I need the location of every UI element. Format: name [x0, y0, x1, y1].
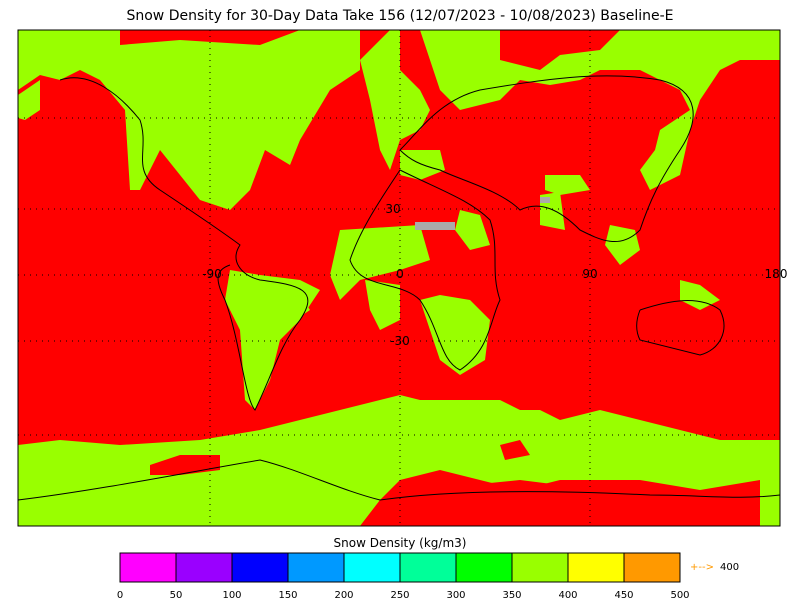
colorbar-tick-label: 300 [446, 590, 465, 600]
graticule [18, 30, 780, 526]
lat-label: -30 [390, 334, 410, 348]
green-areas [18, 30, 780, 526]
no-data-patch [540, 197, 550, 203]
colorbar-segment [120, 553, 176, 582]
red-patches [150, 440, 760, 526]
lon-label: -90 [202, 267, 222, 281]
overflow-value: 400 [720, 562, 739, 573]
colorbar-tick-label: 150 [278, 590, 297, 600]
colorbar-label: Snow Density (kg/m3) [334, 536, 467, 550]
colorbar-segment [232, 553, 288, 582]
colorbar-segment [344, 553, 400, 582]
colorbar-segment [176, 553, 232, 582]
title: Snow Density for 30-Day Data Take 156 (1… [126, 8, 673, 24]
lon-label: 90 [582, 267, 597, 281]
colorbar-tick-label: 0 [117, 590, 123, 600]
colorbar-segment [456, 553, 512, 582]
coastlines [17, 75, 781, 501]
colorbar-segment [512, 553, 568, 582]
colorbar-segment [288, 553, 344, 582]
colorbar-tick-label: 250 [390, 590, 409, 600]
colorbar-segment [400, 553, 456, 582]
colorbar-segment [568, 553, 624, 582]
lat-label: 30 [385, 202, 400, 216]
grid-labels: 30 -90 0 90 180 -30 [202, 202, 787, 348]
colorbar-tick-label: 450 [614, 590, 633, 600]
colorbar-tick-label: 50 [170, 590, 183, 600]
colorbar-tick-label: 500 [670, 590, 689, 600]
colorbar-tick-label: 200 [334, 590, 353, 600]
overflow-arrow: +--> [690, 562, 714, 573]
colorbar-tick-label: 100 [222, 590, 241, 600]
map: 30 -90 0 90 180 -30 [17, 29, 787, 527]
colorbar-tick-label: 400 [558, 590, 577, 600]
colorbar-segment [624, 553, 680, 582]
lon-label: 180 [765, 267, 788, 281]
lon-label: 0 [396, 267, 404, 281]
no-data-patch [415, 222, 455, 230]
map-frame [17, 29, 781, 527]
colorbar-tick-label: 350 [502, 590, 521, 600]
colorbar: 0 50 100 150 200 250 300 350 400 450 500 +--> 400 [117, 552, 739, 600]
